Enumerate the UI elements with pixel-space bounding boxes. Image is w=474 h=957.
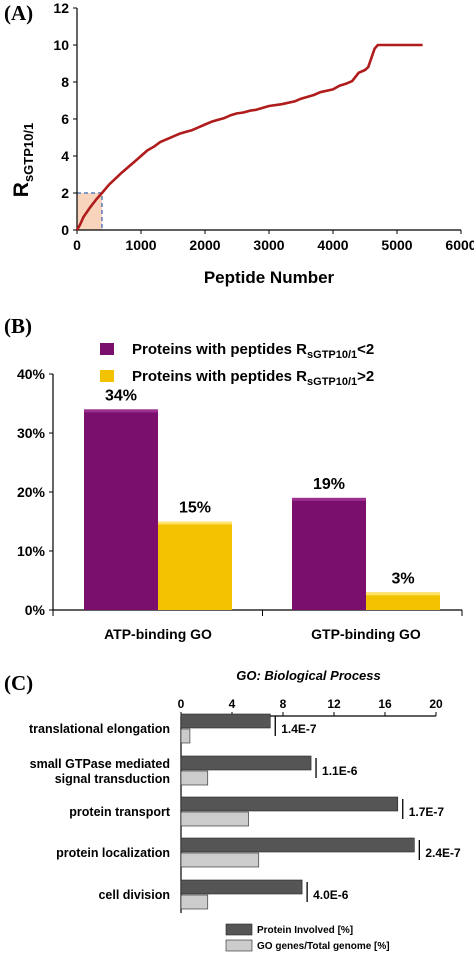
y-tick-label: 40%	[17, 366, 46, 382]
y-axis-title: RsGTP10/1	[10, 123, 36, 197]
pvalue-label: 2.4E-7	[425, 846, 461, 860]
bar	[180, 879, 303, 895]
category-label: protein localization	[56, 846, 170, 860]
y-tick-label: 30%	[17, 425, 46, 441]
y-tick-label: 12	[53, 0, 69, 16]
x-tick-label: 5000	[381, 237, 412, 253]
legend-label: Proteins with peptides RsGTP10/1>2	[132, 368, 374, 388]
pvalue-label: 1.7E-7	[409, 805, 445, 819]
pvalue-label: 4.0E-6	[313, 888, 349, 902]
y-tick-label: 0	[61, 222, 69, 238]
bar	[180, 852, 260, 868]
bar-top-highlight	[158, 521, 232, 525]
bar	[180, 811, 249, 827]
bar-top-highlight	[84, 409, 158, 413]
bar-value-label: 3%	[391, 570, 414, 587]
bar	[84, 409, 158, 610]
legend-swatch	[225, 923, 253, 936]
x-tick-label: 0	[73, 237, 81, 253]
x-tick-label: 20	[429, 697, 443, 711]
legend-label: Proteins with peptides RsGTP10/1<2	[132, 341, 374, 361]
bar	[180, 837, 415, 853]
chart-title: GO: Biological Process	[236, 668, 381, 683]
bar-value-label: 34%	[105, 387, 137, 404]
category-label: signal transduction	[55, 772, 170, 786]
peptide-ratio-line-chart: 0 2 4 6 8 10 12 0 1000 2000 3000 4000 5000 6000 Peptid…	[10, 0, 474, 287]
bar-top-highlight	[366, 592, 440, 596]
x-tick-label: 4000	[317, 237, 348, 253]
x-tick-label: 8	[280, 697, 287, 711]
bar-value-label: 15%	[179, 500, 211, 517]
legend-swatch	[100, 370, 114, 382]
x-tick-label: 16	[378, 697, 392, 711]
bar-value-label: 19%	[313, 476, 345, 493]
bar	[292, 497, 366, 610]
category-label: small GTPase mediated	[30, 757, 170, 771]
x-tick-label: 6000	[445, 237, 474, 253]
category-label: cell division	[98, 888, 170, 902]
category-label: protein transport	[69, 805, 171, 819]
pvalue-label: 1.4E-7	[281, 722, 317, 736]
bar	[180, 755, 312, 771]
bar-top-highlight	[292, 497, 366, 501]
bar	[180, 713, 271, 729]
go-percentage-bar-chart: Proteins with peptides RsGTP10/1<2 Protei…	[17, 341, 463, 642]
y-tick-label: 20%	[17, 484, 46, 500]
panel-b-label: (B)	[4, 314, 32, 338]
panel-c-label: (C)	[4, 671, 33, 695]
x-tick-label: 1000	[125, 237, 156, 253]
x-tick-label: 4	[229, 697, 236, 711]
y-tick-label: 10	[53, 37, 69, 53]
legend-label: GO genes/Total genome [%]	[257, 941, 390, 952]
category-label: ATP-binding GO	[104, 626, 212, 642]
legend-swatch	[100, 343, 114, 355]
panel-a-label: (A)	[4, 1, 33, 25]
x-tick-label: 3000	[253, 237, 284, 253]
bar	[180, 796, 399, 812]
pvalue-label: 1.1E-6	[322, 764, 358, 778]
x-tick-label: 0	[178, 697, 185, 711]
ratio-series-line	[75, 43, 423, 231]
y-tick-label: 0%	[25, 602, 46, 618]
y-tick-label: 6	[61, 111, 69, 127]
legend-label: Protein Involved [%]	[257, 925, 353, 936]
category-label: translational elongation	[29, 722, 170, 736]
y-tick-label: 10%	[17, 543, 46, 559]
biological-process-bar-chart: GO: Biological Process 0 4 8 12 16 20 translati…	[29, 668, 461, 952]
bar	[366, 592, 440, 610]
x-tick-label: 2000	[189, 237, 220, 253]
bar	[180, 728, 191, 744]
x-tick-label: 12	[327, 697, 341, 711]
bar	[180, 894, 209, 910]
x-axis-title: Peptide Number	[204, 268, 335, 287]
category-label: GTP-binding GO	[311, 626, 421, 642]
bar	[180, 770, 209, 786]
y-tick-label: 2	[61, 185, 69, 201]
bar	[158, 521, 232, 610]
legend-swatch	[225, 939, 253, 952]
y-tick-label: 8	[61, 74, 69, 90]
y-tick-label: 4	[61, 148, 69, 164]
